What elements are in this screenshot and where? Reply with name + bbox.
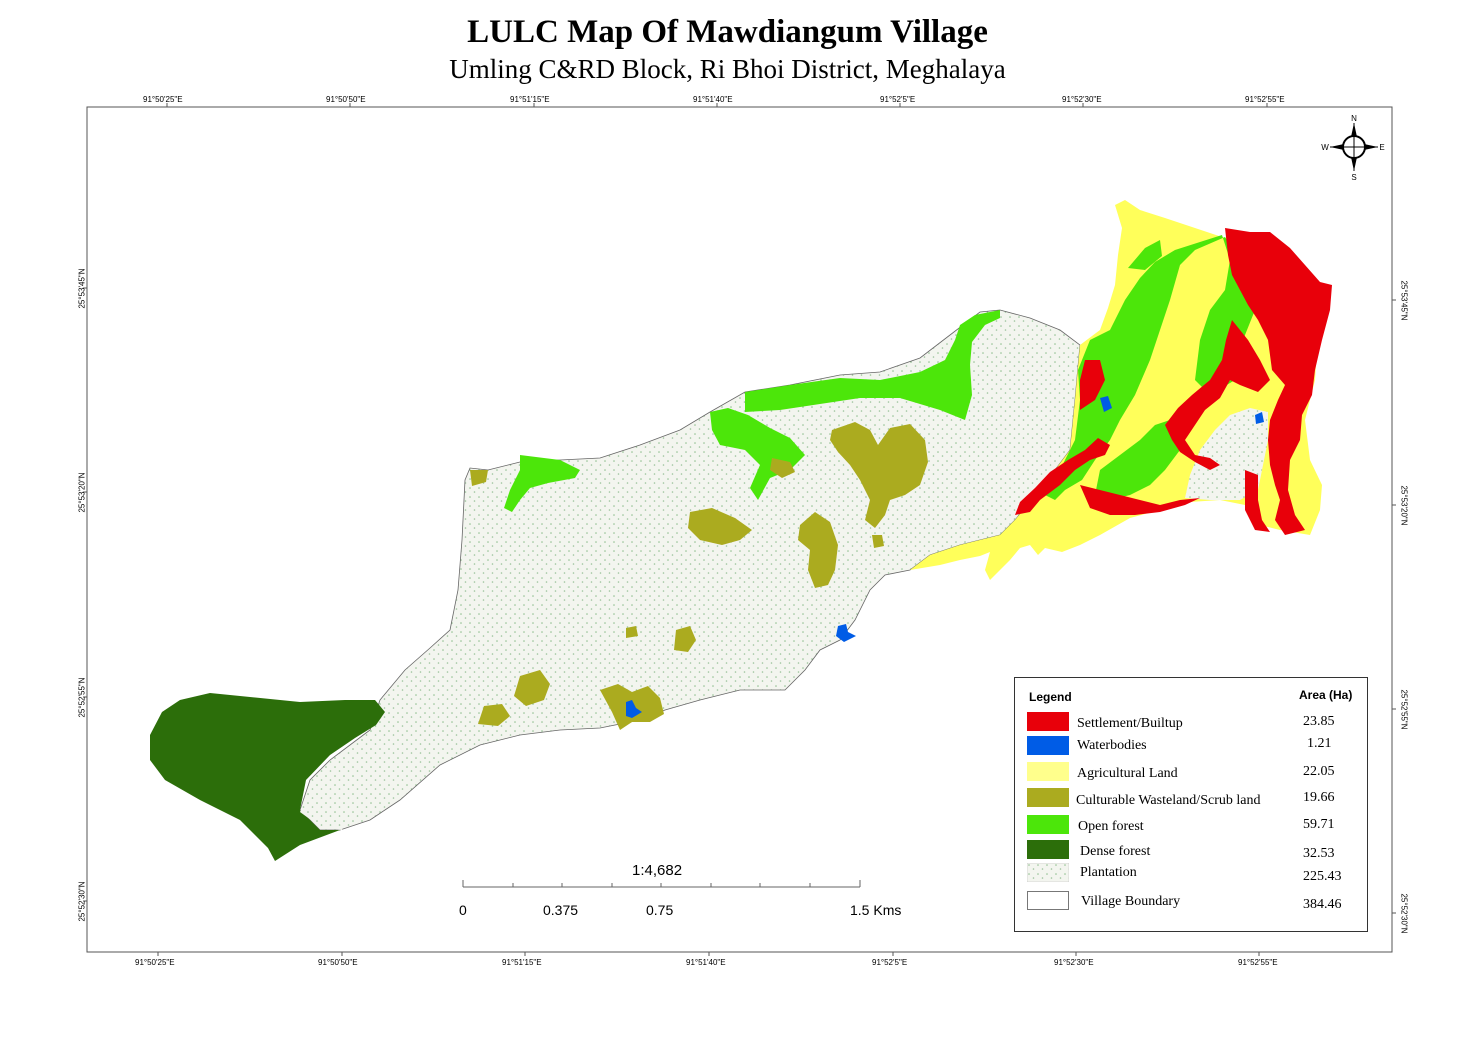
coord-top-7: 91°52'55"E — [1245, 95, 1285, 104]
legend-label: Village Boundary — [1081, 894, 1181, 909]
legend-label: Waterbodies — [1077, 738, 1147, 753]
coord-top-5: 91°52'5"E — [880, 95, 916, 104]
legend-label: Dense forest — [1080, 844, 1151, 859]
legend-label: Plantation — [1080, 865, 1137, 880]
coord-bottom-2: 91°50'50"E — [318, 958, 358, 967]
scale-label-2: 0.75 — [646, 902, 674, 918]
north-arrow-icon — [1330, 123, 1378, 171]
legend-area-header: Area (Ha) — [1299, 688, 1353, 702]
coord-bottom-6: 91°52'30"E — [1054, 958, 1094, 967]
open-forest-ne — [1045, 235, 1262, 500]
legend-item-dense-forest: Dense forest 32.53 — [1027, 840, 1363, 862]
legend-value: 384.46 — [1303, 897, 1342, 912]
agricultural-swatch — [1027, 762, 1069, 781]
legend-value: 23.85 — [1303, 714, 1335, 729]
open-forest-swatch — [1027, 815, 1069, 834]
scale-bar — [462, 880, 861, 888]
legend-value: 19.66 — [1303, 790, 1335, 805]
graticule-ticks — [83, 103, 1396, 956]
dense-forest-swatch — [1027, 840, 1069, 859]
legend-panel: Legend Area (Ha) Settlement/Builtup 23.8… — [1014, 677, 1368, 932]
legend-value: 225.43 — [1303, 869, 1342, 884]
legend-item-wasteland: Culturable Wasteland/Scrub land 19.66 — [1027, 788, 1363, 810]
coord-right-1: 25°53'45"N — [1399, 280, 1409, 321]
coord-left-4: 25°52'30"N — [77, 881, 87, 922]
coord-bottom-7: 91°52'55"E — [1238, 958, 1278, 967]
coord-bottom-3: 91°51'15"E — [502, 958, 542, 967]
legend-item-plantation: Plantation 225.43 — [1027, 863, 1363, 885]
coord-top-2: 91°50'50"E — [326, 95, 366, 104]
legend-value: 1.21 — [1307, 736, 1332, 751]
legend-value: 59.71 — [1303, 817, 1335, 832]
legend-label: Settlement/Builtup — [1077, 716, 1183, 731]
wasteland-patch — [470, 470, 488, 486]
west-label: W — [1321, 143, 1329, 152]
settlement-swatch — [1027, 712, 1069, 731]
legend-item-village-boundary: Village Boundary 384.46 — [1027, 891, 1363, 913]
coord-left-2: 25°53'20"N — [77, 472, 87, 513]
east-label: E — [1379, 143, 1384, 152]
settlement-area — [1225, 228, 1332, 535]
coord-top-3: 91°51'15"E — [510, 95, 550, 104]
coord-bottom-1: 91°50'25"E — [135, 958, 175, 967]
dense-forest-area — [150, 693, 385, 861]
map-title: LULC Map Of Mawdiangum Village — [467, 14, 988, 50]
waterbodies-swatch — [1027, 736, 1069, 755]
village-boundary-swatch — [1027, 891, 1069, 910]
legend-item-open-forest: Open forest 59.71 — [1027, 815, 1363, 837]
legend-value: 22.05 — [1303, 764, 1335, 779]
legend-label: Culturable Wasteland/Scrub land — [1076, 793, 1261, 808]
map-subtitle: Umling C&RD Block, Ri Bhoi District, Meg… — [449, 54, 1006, 84]
scale-label-3: 1.5 Kms — [850, 902, 902, 918]
coord-left-3: 25°52'55"N — [77, 677, 87, 718]
coord-right-3: 25°52'55"N — [1399, 689, 1409, 730]
map-frame — [86, 106, 1393, 953]
coord-top-6: 91°52'30"E — [1062, 95, 1102, 104]
north-label: N — [1351, 114, 1357, 123]
scale-label-1: 0.375 — [543, 902, 579, 918]
wasteland-swatch — [1027, 788, 1069, 807]
coord-right-2: 25°53'20"N — [1399, 485, 1409, 526]
legend-label: Open forest — [1078, 819, 1144, 834]
open-forest-central — [745, 310, 1000, 420]
legend-item-waterbodies: Waterbodies 1.21 — [1027, 736, 1363, 758]
coord-bottom-4: 91°51'40"E — [686, 958, 726, 967]
legend-item-settlement: Settlement/Builtup 23.85 — [1027, 712, 1363, 734]
scale-ratio: 1:4,682 — [632, 862, 683, 879]
coord-right-4: 25°52'30"N — [1399, 893, 1409, 934]
coord-top-4: 91°51'40"E — [693, 95, 733, 104]
legend-title: Legend — [1029, 690, 1072, 704]
waterbody — [626, 700, 642, 718]
legend-label: Agricultural Land — [1077, 766, 1178, 781]
scale-label-0: 0 — [459, 902, 467, 918]
coord-bottom-5: 91°52'5"E — [872, 958, 908, 967]
south-label: S — [1351, 173, 1356, 182]
legend-value: 32.53 — [1303, 846, 1335, 861]
coord-left-1: 25°53'45"N — [77, 268, 87, 309]
plantation-swatch — [1027, 863, 1069, 882]
legend-item-agricultural: Agricultural Land 22.05 — [1027, 762, 1363, 784]
coord-top-1: 91°50'25"E — [143, 95, 183, 104]
